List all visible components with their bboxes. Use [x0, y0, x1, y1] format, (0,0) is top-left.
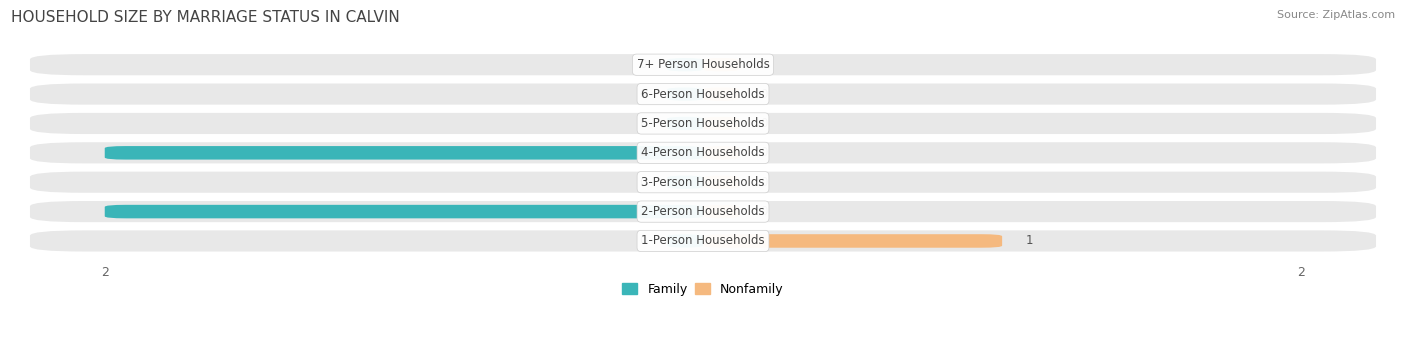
FancyBboxPatch shape [703, 234, 1002, 248]
FancyBboxPatch shape [104, 146, 703, 159]
FancyBboxPatch shape [666, 117, 703, 130]
Text: 0: 0 [759, 58, 768, 71]
Text: 0: 0 [638, 88, 647, 101]
Text: HOUSEHOLD SIZE BY MARRIAGE STATUS IN CALVIN: HOUSEHOLD SIZE BY MARRIAGE STATUS IN CAL… [11, 10, 399, 25]
Text: 7+ Person Households: 7+ Person Households [637, 58, 769, 71]
FancyBboxPatch shape [703, 175, 740, 189]
FancyBboxPatch shape [30, 231, 1376, 252]
Text: 0: 0 [759, 176, 768, 189]
FancyBboxPatch shape [703, 117, 740, 130]
Text: 1: 1 [1026, 235, 1033, 248]
Text: 0: 0 [759, 146, 768, 159]
Text: 0: 0 [759, 117, 768, 130]
Legend: Family, Nonfamily: Family, Nonfamily [617, 278, 789, 301]
FancyBboxPatch shape [703, 87, 740, 101]
FancyBboxPatch shape [666, 58, 703, 71]
Text: 0: 0 [638, 235, 647, 248]
FancyBboxPatch shape [30, 142, 1376, 164]
FancyBboxPatch shape [703, 205, 740, 218]
Text: 0: 0 [638, 117, 647, 130]
Text: 0: 0 [759, 205, 768, 218]
FancyBboxPatch shape [666, 87, 703, 101]
Text: 6-Person Households: 6-Person Households [641, 88, 765, 101]
Text: Source: ZipAtlas.com: Source: ZipAtlas.com [1277, 10, 1395, 20]
Text: 0: 0 [759, 88, 768, 101]
Text: 0: 0 [638, 176, 647, 189]
Text: 4-Person Households: 4-Person Households [641, 146, 765, 159]
FancyBboxPatch shape [30, 84, 1376, 105]
Text: 0: 0 [638, 58, 647, 71]
FancyBboxPatch shape [30, 54, 1376, 75]
FancyBboxPatch shape [30, 201, 1376, 222]
Text: 1-Person Households: 1-Person Households [641, 235, 765, 248]
FancyBboxPatch shape [30, 113, 1376, 134]
Text: 5-Person Households: 5-Person Households [641, 117, 765, 130]
Text: 2-Person Households: 2-Person Households [641, 205, 765, 218]
FancyBboxPatch shape [666, 175, 703, 189]
FancyBboxPatch shape [104, 205, 703, 218]
Text: 2: 2 [638, 146, 647, 159]
FancyBboxPatch shape [703, 58, 740, 71]
Text: 2: 2 [638, 205, 647, 218]
FancyBboxPatch shape [666, 234, 703, 248]
FancyBboxPatch shape [30, 172, 1376, 193]
Text: 3-Person Households: 3-Person Households [641, 176, 765, 189]
FancyBboxPatch shape [703, 146, 740, 159]
